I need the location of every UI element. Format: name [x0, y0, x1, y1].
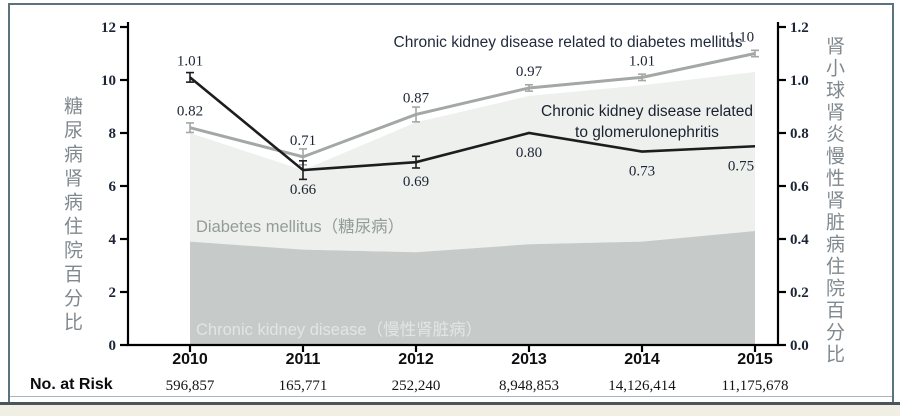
no-at-risk-value: 14,126,414	[608, 378, 676, 394]
data-point-label: 0.69	[403, 174, 429, 190]
no-at-risk-value: 596,857	[166, 378, 215, 394]
diabetes-related-ckd-line	[189, 52, 756, 159]
chronic-kidney-disease-area	[190, 231, 755, 345]
left-tick-label: 0	[109, 338, 117, 354]
annotation-label: to glomerulonephritis	[575, 124, 719, 141]
right-tick-label: 0.2	[790, 285, 809, 301]
no-at-risk-value: 165,771	[279, 378, 328, 394]
bottom-strip	[0, 405, 900, 416]
frame-border-bottom-heavy	[0, 402, 900, 405]
left-tick-label: 4	[109, 232, 117, 248]
data-point-label: 0.71	[290, 133, 316, 149]
data-point-label: 1.01	[629, 53, 655, 69]
right-tick-label: 0.0	[790, 338, 809, 354]
data-point-label: 1.01	[177, 53, 203, 69]
data-point-label: 0.87	[403, 90, 430, 106]
left-tick-label: 10	[101, 73, 116, 89]
x-axis-year-label: 2012	[398, 351, 434, 368]
right-tick-label: 1.2	[790, 20, 809, 36]
x-axis-year-label: 2010	[172, 351, 208, 368]
x-axis-year-label: 2013	[511, 351, 547, 368]
data-point-label: 0.66	[290, 182, 317, 198]
data-point-label: 0.75	[728, 158, 754, 174]
x-axis-year-label: 2011	[286, 351, 321, 368]
data-point-label: 0.82	[177, 104, 203, 120]
frame-border-top	[8, 3, 894, 5]
left-axis-title: 糖尿病肾病住院百分比	[61, 96, 82, 336]
no-at-risk-value: 252,240	[392, 378, 441, 394]
no-at-risk-value: 8,948,853	[499, 378, 559, 394]
x-axis-year-label: 2015	[737, 351, 773, 368]
right-tick-label: 0.8	[790, 126, 809, 142]
right-axis-title: 肾小球肾炎慢性肾脏病住院百分比	[823, 36, 844, 366]
data-point-label: 0.97	[516, 64, 543, 80]
left-tick-label: 6	[109, 179, 117, 195]
diabetes-mellitus-area	[190, 72, 755, 253]
left-tick-label: 2	[109, 285, 117, 301]
data-point-label: 1.10	[728, 30, 754, 46]
x-axis-year-label: 2014	[624, 351, 660, 368]
frame-border-inner-bottom	[10, 396, 892, 397]
right-tick-label: 1.0	[790, 73, 809, 89]
left-tick-label: 12	[101, 20, 116, 36]
data-point-label: 0.73	[629, 164, 655, 180]
annotation-label: Chronic kidney disease related to diabet…	[394, 34, 743, 51]
frame-border-right	[892, 3, 894, 404]
right-tick-label: 0.4	[790, 232, 809, 248]
annotation-label: Chronic kidney disease（慢性肾脏病）	[196, 319, 482, 339]
glomerulonephritis-related-ckd-line	[189, 76, 756, 172]
no-at-risk-value: 11,175,678	[722, 378, 789, 394]
frame-border-left	[8, 3, 10, 404]
annotation-label: Chronic kidney disease related	[541, 103, 753, 120]
annotation-label: Diabetes mellitus（糖尿病）	[196, 217, 404, 236]
left-tick-label: 8	[109, 126, 117, 142]
data-point-label: 0.80	[516, 145, 542, 161]
no-at-risk-label: No. at Risk	[30, 376, 113, 393]
right-tick-label: 0.6	[790, 179, 809, 195]
